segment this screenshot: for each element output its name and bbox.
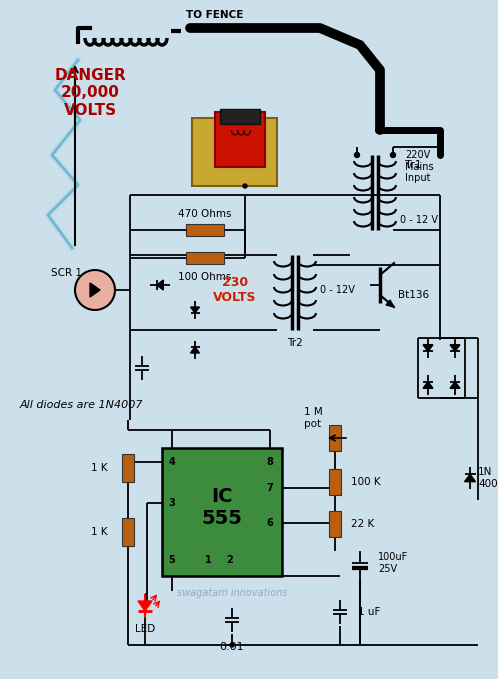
Text: 7: 7 [266, 483, 273, 493]
Text: 0 - 12 V: 0 - 12 V [400, 215, 438, 225]
Text: 1N
4007: 1N 4007 [478, 467, 498, 489]
Bar [186, 224, 224, 236]
Bar [329, 425, 341, 451]
Text: 100 K: 100 K [351, 477, 380, 487]
Polygon shape [450, 382, 460, 388]
Text: 100 Ohms: 100 Ohms [178, 272, 232, 282]
Polygon shape [450, 345, 460, 351]
Bar [122, 454, 134, 482]
Circle shape [390, 153, 395, 158]
Text: 4: 4 [169, 457, 175, 467]
Text: 0 - 12V: 0 - 12V [320, 285, 355, 295]
Circle shape [75, 270, 115, 310]
Text: 1 uF: 1 uF [358, 607, 380, 617]
Polygon shape [138, 601, 152, 611]
Bar [192, 118, 277, 186]
Polygon shape [191, 347, 200, 353]
Bar [122, 518, 134, 546]
Text: 3: 3 [169, 498, 175, 508]
Text: 100uF
25V: 100uF 25V [378, 552, 408, 574]
Bar [220, 109, 260, 124]
Polygon shape [423, 382, 433, 388]
Text: 1 K: 1 K [91, 463, 108, 473]
Polygon shape [423, 345, 433, 351]
Text: LED: LED [135, 624, 155, 634]
Circle shape [230, 643, 234, 647]
Text: 6: 6 [266, 518, 273, 528]
Circle shape [355, 153, 360, 158]
Text: 220V
Mains
Input: 220V Mains Input [405, 150, 434, 183]
Bar [329, 511, 341, 537]
Text: 1 K: 1 K [91, 527, 108, 537]
Text: 5: 5 [169, 555, 175, 565]
Text: 470 Ohms: 470 Ohms [178, 209, 232, 219]
Circle shape [243, 184, 247, 188]
Text: 1: 1 [205, 555, 211, 565]
Polygon shape [465, 475, 476, 481]
Bar [329, 469, 341, 495]
Text: 2: 2 [227, 555, 234, 565]
Text: Bt136: Bt136 [398, 290, 429, 300]
Text: swagatam innovations: swagatam innovations [177, 588, 287, 598]
Bar [162, 448, 282, 576]
Text: IC
555: IC 555 [202, 486, 243, 528]
Text: 22 K: 22 K [351, 519, 374, 529]
Text: 230
VOLTS: 230 VOLTS [213, 276, 257, 304]
Text: All diodes are 1N4007: All diodes are 1N4007 [20, 400, 143, 410]
Text: 8: 8 [266, 457, 273, 467]
Bar [215, 112, 265, 167]
Text: Tr1: Tr1 [405, 160, 422, 170]
Text: 1 M
pot: 1 M pot [304, 407, 322, 429]
Text: SCR 1: SCR 1 [51, 268, 82, 278]
Text: Tr2: Tr2 [287, 338, 303, 348]
Bar [186, 252, 224, 264]
Polygon shape [157, 280, 163, 290]
Polygon shape [386, 300, 394, 307]
Polygon shape [191, 307, 200, 313]
Text: DANGER
20,000
VOLTS: DANGER 20,000 VOLTS [54, 68, 126, 117]
Text: TO FENCE: TO FENCE [186, 10, 244, 20]
Polygon shape [90, 283, 100, 297]
Text: 0.01: 0.01 [220, 642, 245, 652]
